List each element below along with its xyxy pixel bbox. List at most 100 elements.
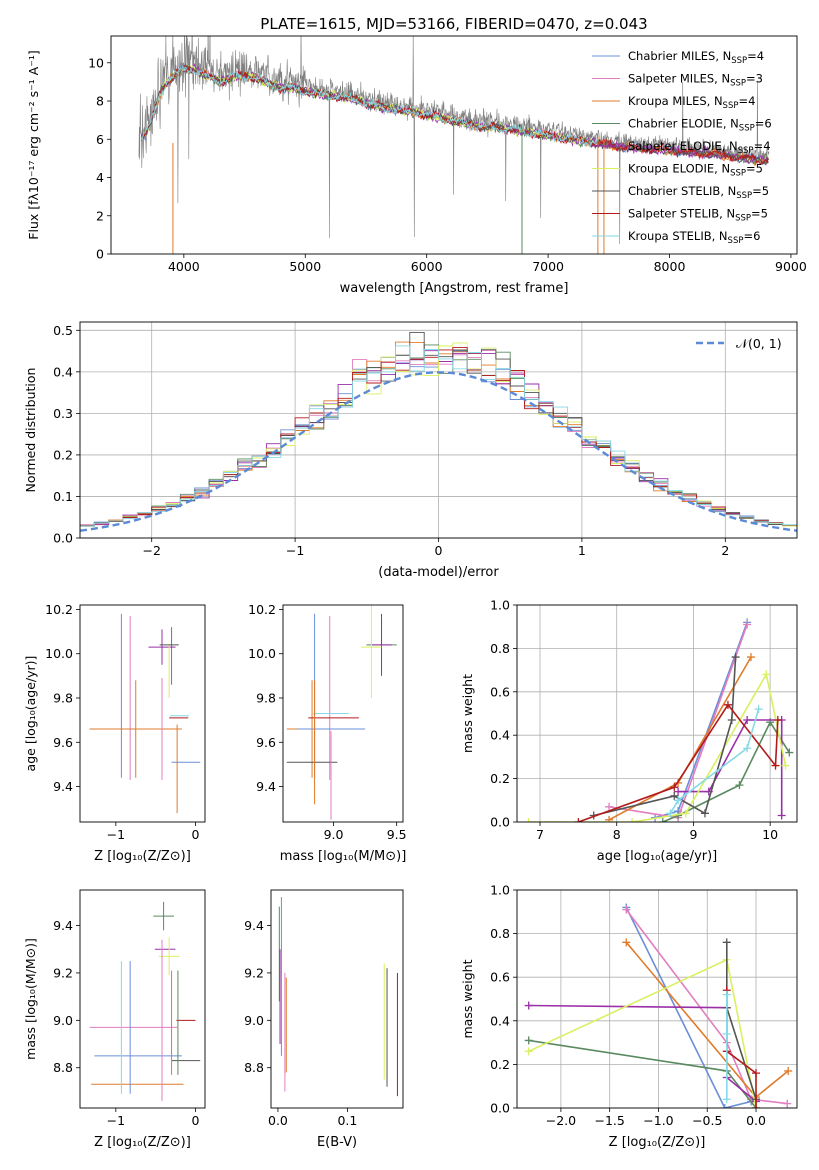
y-tick-label: 9.4 — [53, 779, 73, 794]
y-tick-label: 0.0 — [490, 1101, 510, 1116]
x-axis-label: E(B-V) — [317, 1135, 357, 1150]
model-spectrum-7 — [141, 64, 769, 166]
mass-weight-marker — [752, 1104, 761, 1108]
y-axis-label: mass weight — [460, 959, 475, 1038]
x-tick-label: 9 — [689, 827, 697, 842]
y-tick-label: 9.4 — [53, 918, 73, 933]
mass-vs-Z-panel: −1 0 8.8 9.0 9.2 9.4 Z [log₁₀(Z/Z⊙)] mass [log₁… — [23, 889, 206, 1150]
mass-weight-vs-Z-plot-area — [524, 903, 793, 1108]
x-tick-label: −2 — [142, 543, 160, 558]
legend-label-suffix: =6 — [755, 117, 772, 131]
y-tick-label: 9.8 — [53, 691, 73, 706]
x-tick-label: 9.0 — [324, 827, 344, 842]
x-axis-label: (data-model)/error — [378, 565, 499, 580]
x-tick-label: −1 — [286, 543, 304, 558]
x-tick-label: 5000 — [289, 259, 321, 274]
y-axis-label: age [log₁₀(age/yr)] — [23, 656, 38, 772]
y-tick-label: 0.6 — [490, 970, 510, 985]
y-tick-label: 1.0 — [490, 598, 510, 613]
mass-weight-line-2 — [625, 909, 788, 1105]
mass-vs-EBV-panel: 0.0 0.1 8.8 9.0 9.2 9.4 E(B-V) — [244, 889, 404, 1150]
mass-weight-marker — [666, 809, 675, 818]
mass-weight-marker — [720, 1104, 729, 1108]
residuals-frame — [79, 321, 798, 539]
y-tick-label: 10.0 — [45, 646, 73, 661]
x-tick-label: 0 — [435, 543, 443, 558]
y-axis-label: Flux [fλ10⁻¹⁷ erg cm⁻² s⁻¹ A⁻¹] — [26, 50, 41, 239]
mass-weight-marker — [727, 716, 736, 725]
x-axis-label: Z [log₁₀(Z/Z⊙)] — [94, 1135, 191, 1150]
y-tick-label: 9.6 — [256, 735, 276, 750]
legend-label: 𝒩(0, 1) — [736, 336, 782, 351]
x-tick-label: 7000 — [532, 259, 564, 274]
mass-weight-line-7 — [593, 657, 737, 817]
y-tick-label: 10 — [88, 55, 104, 70]
legend-label-suffix: =4 — [738, 94, 755, 108]
legend-label-text: Salpeter STELIB, N — [628, 207, 735, 221]
age-vs-mass-plot-area — [286, 605, 397, 820]
mass-weight-marker — [746, 653, 755, 662]
chart-title: PLATE=1615, MJD=53166, FIBERID=0470, z=0… — [260, 15, 647, 33]
y-tick-label: 0.3 — [53, 406, 73, 421]
mass-weight-marker — [722, 1095, 731, 1104]
mass-weight-marker — [670, 783, 679, 792]
mass-weight-marker — [762, 670, 771, 679]
mass-weight-marker — [773, 716, 782, 725]
y-tick-label: 0.0 — [490, 815, 510, 830]
y-tick-label: 0.4 — [53, 364, 73, 379]
mass-weight-marker — [771, 761, 780, 770]
mass-weight-marker — [681, 809, 690, 818]
y-tick-label: 6 — [96, 132, 104, 147]
x-tick-label: 7 — [536, 827, 544, 842]
mass-weight-marker — [723, 700, 732, 709]
legend-label-sub: SSP — [730, 79, 746, 89]
y-tick-label: 0.2 — [53, 447, 73, 462]
legend-label-suffix: =4 — [747, 49, 764, 63]
x-tick-label: 4000 — [168, 259, 200, 274]
x-tick-label: −1.5 — [595, 1113, 625, 1128]
age-vs-Z-panel: −1 0 9.4 9.6 9.8 10.0 10.2 Z [log₁₀(Z/Z⊙)] age [… — [23, 602, 206, 864]
spectrum-frame — [110, 35, 798, 255]
x-tick-label: 0.1 — [337, 1113, 357, 1128]
x-tick-label: 8000 — [654, 259, 686, 274]
legend-label-sub: SSP — [739, 124, 755, 134]
mass-weight-line-4 — [528, 1039, 757, 1108]
y-axis-label: mass [log₁₀(M/M⊙)] — [23, 938, 38, 1060]
legend-label: Kroupa ELODIE, NSSP=5 — [628, 162, 763, 179]
mass-weight-marker — [785, 748, 794, 757]
model-spectrum-9 — [141, 65, 598, 148]
x-tick-label: 1 — [578, 543, 586, 558]
legend-label-suffix: =5 — [752, 184, 769, 198]
mass-weight-marker — [752, 1069, 761, 1078]
x-tick-label: 0.0 — [268, 1113, 288, 1128]
legend-label-suffix: =3 — [746, 72, 763, 86]
legend-label-sub: SSP — [738, 146, 754, 156]
mass-weight-marker — [670, 791, 679, 800]
mass-weight-marker — [722, 938, 731, 947]
mass-weight-vs-age-frame — [516, 604, 798, 823]
y-tick-label: 8 — [96, 94, 104, 109]
legend-label: Kroupa STELIB, NSSP=6 — [628, 229, 760, 246]
legend-label-sub: SSP — [735, 214, 751, 224]
legend-label-text: Salpeter ELODIE, N — [628, 139, 738, 153]
y-tick-label: 8.8 — [53, 1060, 73, 1075]
x-tick-label: 0 — [191, 1113, 199, 1128]
mass-weight-marker — [605, 802, 614, 811]
x-axis-label: wavelength [Angstrom, rest frame] — [340, 281, 569, 296]
mass-weight-marker — [628, 818, 637, 822]
mass-vs-Z-frame — [79, 889, 206, 1109]
mass-vs-Z-plot-area — [89, 901, 201, 1101]
mass-weight-marker — [674, 796, 683, 805]
mass-weight-marker — [722, 1029, 731, 1038]
x-tick-label: −1 — [107, 827, 125, 842]
y-tick-label: 0.4 — [490, 728, 510, 743]
spectrum-plot-area — [138, 36, 770, 254]
legend-label-sub: SSP — [736, 191, 752, 201]
y-tick-label: 10.0 — [248, 646, 276, 661]
age-vs-Z-frame — [79, 604, 206, 823]
legend-label-text: Chabrier STELIB, N — [628, 184, 736, 198]
x-axis-label: Z [log₁₀(Z/Z⊙)] — [94, 849, 191, 864]
legend-label-text: Chabrier MILES, N — [628, 49, 731, 63]
